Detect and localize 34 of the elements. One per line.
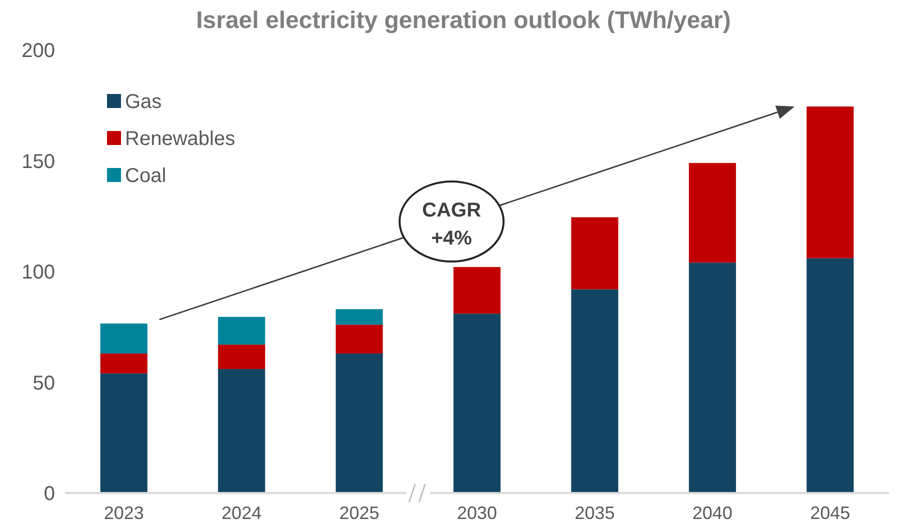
bar [336,353,383,493]
bar [336,324,383,354]
bar [218,344,266,369]
bar [100,353,148,374]
x-tick-label: 2025 [339,503,380,523]
bar [571,217,618,290]
bar [218,316,266,345]
x-tick-label: 2040 [692,503,732,523]
y-tick-label: 200 [22,40,55,62]
x-tick-label: 2030 [456,503,498,523]
bar [100,324,148,354]
x-tick-label: 2023 [104,503,144,523]
bar [806,106,854,258]
bar [571,289,618,493]
bar [453,267,501,314]
annotation: CAGR +4% [422,200,482,250]
x-tick-label: 2035 [574,503,615,523]
y-tick-label: 0 [44,483,55,505]
bar [218,368,266,493]
bar [688,262,736,493]
x-tick-label: 2045 [810,503,850,523]
legend-label: Coal [125,165,166,187]
y-tick-label: 100 [22,262,55,284]
legend-label: Renewables [125,128,236,150]
bar [806,258,854,493]
y-tick-label: 150 [22,150,55,173]
bar [100,373,148,493]
bar [336,309,383,325]
legend-label: Gas [125,91,162,113]
bar [688,162,736,263]
y-tick-label: 50 [32,372,55,394]
bar [453,314,501,493]
x-tick-label: 2024 [222,503,262,523]
chart-title: Israel electricity generation outlook (TWh/year) [196,7,731,34]
